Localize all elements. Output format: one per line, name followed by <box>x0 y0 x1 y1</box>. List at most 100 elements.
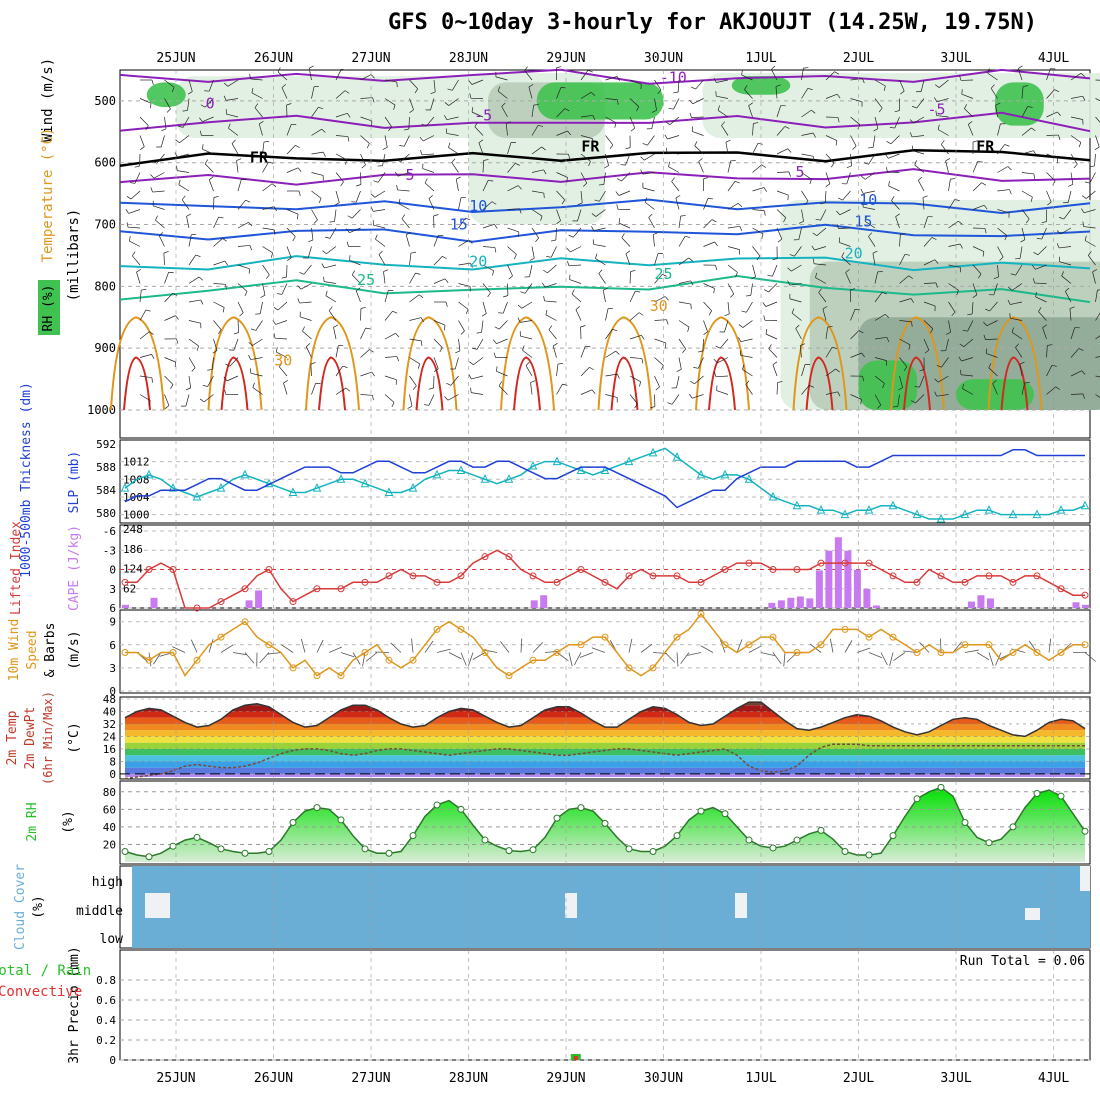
rh2m-point <box>817 826 825 834</box>
wind-barb <box>605 135 614 146</box>
precip-tick: 0.8 <box>96 974 116 987</box>
wind-barb <box>899 375 903 388</box>
wind-barb <box>868 153 876 165</box>
wind-barb <box>237 301 244 313</box>
wind-barb <box>654 338 666 344</box>
wind-barb <box>277 301 288 311</box>
wind-barb <box>734 180 740 184</box>
wind-barb <box>654 357 664 366</box>
wind-barb <box>964 108 974 118</box>
isotherm-30-loop <box>402 316 458 411</box>
wind-barb <box>323 151 326 157</box>
wind-barb <box>1089 172 1096 184</box>
wind-axis-label: Wind (m/s) <box>40 58 56 142</box>
wind-barb <box>1038 311 1047 321</box>
lifted-index-point <box>553 578 561 586</box>
wind-speed-point <box>865 633 873 641</box>
wind-barb <box>129 182 135 184</box>
wind-barb <box>827 326 833 328</box>
wind-speed-point <box>841 625 849 633</box>
wind-barb <box>771 65 776 70</box>
pressure-tick: 1000 <box>87 403 116 417</box>
wind-barb <box>250 372 263 377</box>
wind-barb <box>1054 89 1060 93</box>
wind-barb <box>1057 111 1061 116</box>
wind-barb <box>820 209 827 221</box>
isotherm-30-loop <box>597 316 653 411</box>
wind-barb <box>128 236 131 242</box>
contour-label: 5 <box>405 166 414 184</box>
wind-barb <box>311 128 322 136</box>
wind-barb <box>748 102 753 106</box>
wind-barb <box>341 68 347 71</box>
wind-barb <box>874 292 883 303</box>
wind-barb <box>1046 111 1058 118</box>
wind-barb <box>335 90 346 99</box>
wind-barb <box>811 245 815 251</box>
wind-barb <box>448 98 459 106</box>
wind-barb <box>757 142 763 145</box>
wind-barb <box>139 98 152 104</box>
isotherm-35-loop <box>1000 356 1029 411</box>
wind-barb <box>346 228 350 233</box>
wind-barb <box>360 349 370 358</box>
wind-barb <box>916 98 925 109</box>
wind-barb <box>163 252 165 266</box>
wind-barb <box>208 179 214 192</box>
wind-barb <box>164 357 176 363</box>
wind-barb <box>458 217 466 229</box>
wind-barb <box>310 362 316 365</box>
wind-barb <box>497 86 501 92</box>
lifted-index-point <box>121 578 129 586</box>
wind10m-speed-label: Speed <box>25 630 40 669</box>
wind-barb <box>543 295 545 302</box>
wind-barb <box>372 395 374 401</box>
wind-barb <box>862 376 865 382</box>
wind-speed-point <box>1057 649 1065 656</box>
wind-barb <box>809 384 814 388</box>
wind-speed-point <box>337 672 345 680</box>
wind-barb <box>469 93 472 99</box>
wind-barb <box>739 226 743 232</box>
wind-barb <box>825 135 838 141</box>
wind-barb <box>1070 327 1076 340</box>
wind-barb <box>286 246 292 258</box>
wind-barb <box>951 311 956 317</box>
wind-barb <box>503 295 509 298</box>
wind-barb <box>615 350 620 355</box>
wind-barb <box>277 71 288 81</box>
wind-barb <box>250 357 263 360</box>
li-tick: 6 <box>109 602 116 615</box>
wind10m-barb <box>829 638 834 653</box>
wind-barb <box>248 341 253 346</box>
lifted-index-point <box>745 559 753 567</box>
wind-barb <box>360 135 370 144</box>
wind-barb <box>899 79 905 92</box>
wind-barb <box>961 93 974 99</box>
wind-barb <box>200 299 204 305</box>
wind-barb <box>302 330 312 340</box>
wind-speed-point <box>145 656 153 664</box>
wind-barb <box>444 115 448 120</box>
wind-barb <box>396 184 398 191</box>
wind-barb <box>273 206 277 212</box>
wind-barb <box>864 220 876 229</box>
cloud-gap <box>735 893 747 918</box>
wind-barb <box>752 187 765 192</box>
wind-barb <box>653 232 659 235</box>
wind-barb <box>794 246 802 257</box>
slp-point <box>384 487 394 497</box>
wind-barb <box>703 241 715 247</box>
wind-barb <box>665 121 671 126</box>
wind-barb <box>845 269 850 273</box>
wind-barb <box>580 190 583 203</box>
wind-barb <box>409 338 422 342</box>
wind-barb <box>237 245 250 247</box>
wind-barb <box>515 162 520 166</box>
wind-barb <box>476 338 484 350</box>
wind-barb <box>1015 343 1020 348</box>
wind-barb <box>345 387 351 392</box>
wind-speed-point <box>745 641 753 649</box>
wind-barb <box>987 72 998 81</box>
wind-barb <box>524 283 533 294</box>
